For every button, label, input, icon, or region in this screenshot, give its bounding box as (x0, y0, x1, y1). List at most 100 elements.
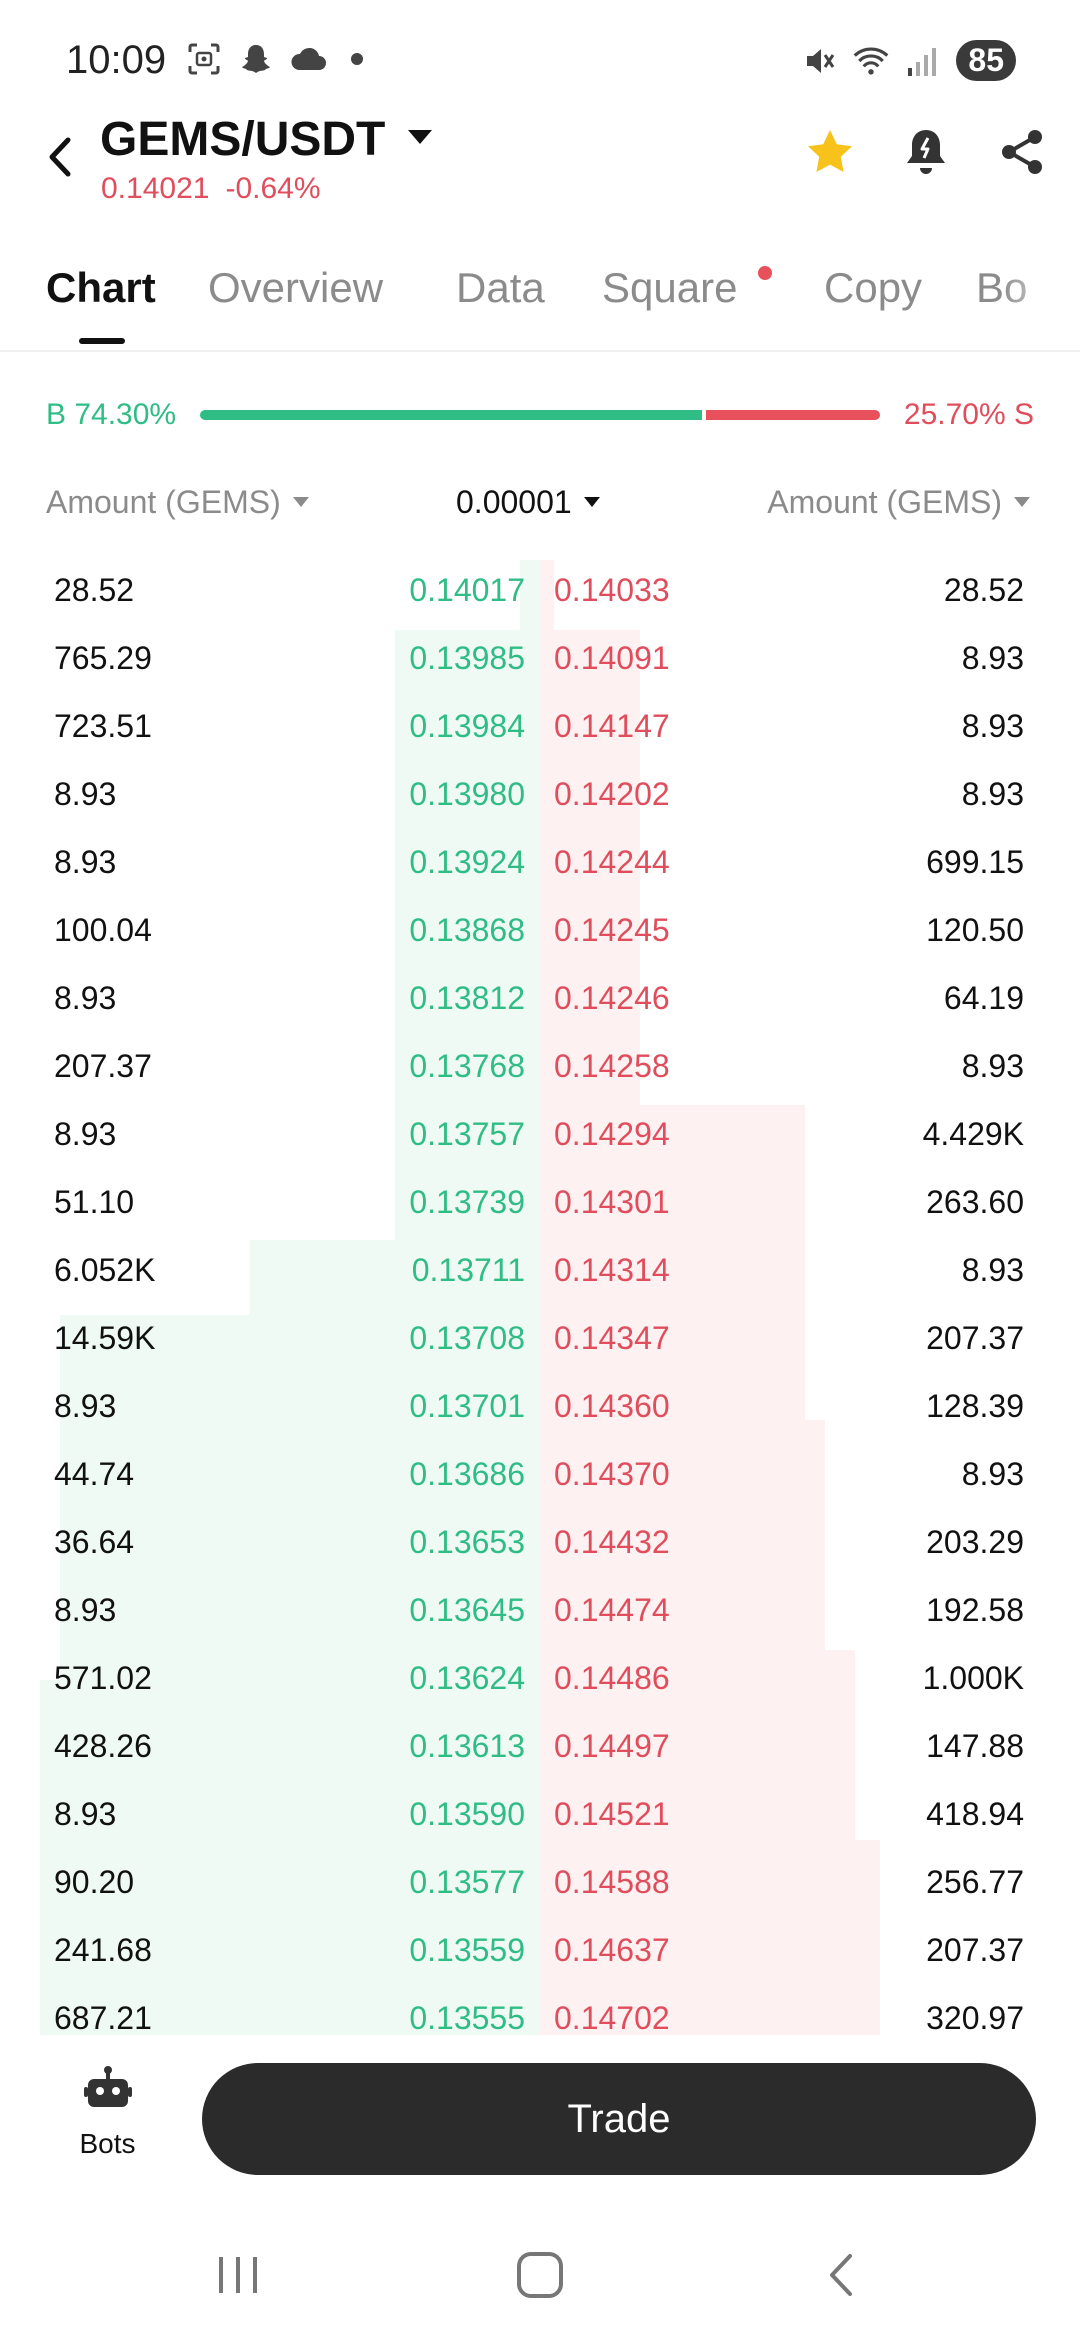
order-book-row[interactable]: 8.93 0.13980 0.14202 8.93 (0, 764, 1080, 832)
order-book-row[interactable]: 765.29 0.13985 0.14091 8.93 (0, 628, 1080, 696)
order-book-row[interactable]: 6.052K 0.13711 0.14314 8.93 (0, 1240, 1080, 1308)
order-book-row[interactable]: 8.93 0.13590 0.14521 418.94 (0, 1784, 1080, 1852)
notification-dot-icon (351, 53, 363, 65)
alert-bell-icon[interactable] (898, 124, 954, 180)
bid-price: 0.13980 (409, 776, 525, 812)
bid-quantity: 8.93 (54, 844, 117, 880)
tab-overview[interactable]: Overview (208, 264, 384, 311)
order-book-row[interactable]: 14.59K 0.13708 0.14347 207.37 (0, 1308, 1080, 1376)
bid-price: 0.13985 (409, 640, 525, 676)
bid-price: 0.13812 (409, 980, 525, 1016)
ask-price: 0.14245 (554, 912, 670, 948)
order-book-row[interactable]: 8.93 0.13757 0.14294 4.429K (0, 1104, 1080, 1172)
order-book-row[interactable]: 207.37 0.13768 0.14258 8.93 (0, 1036, 1080, 1104)
order-book-row[interactable]: 8.93 0.13701 0.14360 128.39 (0, 1376, 1080, 1444)
tab-square[interactable]: Square (602, 264, 738, 311)
star-icon[interactable] (802, 124, 858, 180)
pair-selector[interactable]: GEMS/USDT (100, 113, 386, 166)
order-book-row[interactable]: 90.20 0.13577 0.14588 256.77 (0, 1852, 1080, 1920)
bid-price: 0.13739 (409, 1184, 525, 1220)
ask-quantity: 418.94 (926, 1796, 1024, 1832)
ask-price: 0.14497 (554, 1728, 670, 1764)
price-line: 0.14021 -0.64% (101, 172, 337, 206)
ask-quantity: 120.50 (926, 912, 1024, 948)
ask-price: 0.14091 (554, 640, 670, 676)
status-icons-left (185, 40, 363, 78)
bid-price: 0.13613 (409, 1728, 525, 1764)
order-book-row[interactable]: 44.74 0.13686 0.14370 8.93 (0, 1444, 1080, 1512)
tab-copy[interactable]: Copy (824, 264, 923, 311)
order-book-row[interactable]: 8.93 0.13812 0.14246 64.19 (0, 968, 1080, 1036)
bid-quantity: 241.68 (54, 1932, 152, 1968)
ask-price: 0.14202 (554, 776, 670, 812)
bid-price: 0.13686 (409, 1456, 525, 1492)
order-book-row[interactable]: 100.04 0.13868 0.14245 120.50 (0, 900, 1080, 968)
precision-selector[interactable]: 0.00001 (456, 484, 600, 521)
bid-quantity: 8.93 (54, 1796, 117, 1832)
bid-price: 0.13711 (411, 1252, 525, 1288)
bid-price: 0.13590 (409, 1796, 525, 1832)
buy-ratio-fill (200, 410, 702, 420)
bid-depth-shade (250, 1240, 395, 2035)
bid-quantity: 765.29 (54, 640, 152, 676)
screenshot-icon (185, 40, 223, 78)
order-book-row[interactable]: 36.64 0.13653 0.14432 203.29 (0, 1512, 1080, 1580)
bid-depth-shade (60, 1315, 250, 2035)
ask-quantity: 320.97 (926, 2000, 1024, 2035)
chevron-down-icon[interactable] (408, 130, 432, 144)
back-nav-button[interactable] (802, 2240, 882, 2310)
recent-apps-button[interactable] (198, 2240, 278, 2310)
bid-quantity: 8.93 (54, 776, 117, 812)
bid-amount-selector[interactable]: Amount (GEMS) (46, 484, 309, 521)
ask-price: 0.14637 (554, 1932, 670, 1968)
tab-chart[interactable]: Chart (46, 264, 156, 311)
ask-price: 0.14246 (554, 980, 670, 1016)
bots-button[interactable]: Bots (60, 2065, 155, 2160)
back-button[interactable] (40, 132, 90, 192)
ask-price: 0.14474 (554, 1592, 670, 1628)
bid-price: 0.13701 (409, 1388, 525, 1424)
ask-quantity: 8.93 (961, 1048, 1024, 1084)
robot-icon (83, 2066, 132, 2107)
ask-quantity: 203.29 (926, 1524, 1024, 1560)
status-time: 10:09 (66, 38, 167, 82)
ask-quantity: 256.77 (926, 1864, 1024, 1900)
bid-price: 0.13645 (409, 1592, 525, 1628)
price-change: -0.64% (225, 172, 321, 205)
order-book-row[interactable]: 28.52 0.14017 0.14033 28.52 (0, 560, 1080, 628)
trade-button[interactable]: Trade (202, 2063, 1036, 2175)
chevron-down-icon (583, 496, 600, 507)
bid-price: 0.13924 (409, 844, 525, 880)
bid-price: 0.13577 (409, 1864, 525, 1900)
bid-amount-label: Amount (GEMS) (46, 484, 281, 520)
tab-data[interactable]: Data (456, 264, 545, 311)
bid-quantity: 687.21 (54, 2000, 152, 2035)
bid-quantity: 51.10 (54, 1184, 135, 1220)
order-book-row[interactable]: 8.93 0.13645 0.14474 192.58 (0, 1580, 1080, 1648)
ask-depth-shade (540, 560, 554, 630)
ask-depth-shade (640, 1105, 805, 2035)
ask-quantity: 28.52 (943, 572, 1024, 608)
system-nav-bar (0, 2210, 1080, 2340)
home-button[interactable] (500, 2240, 580, 2310)
order-book-row[interactable]: 571.02 0.13624 0.14486 1.000K (0, 1648, 1080, 1716)
ask-quantity: 207.37 (926, 1320, 1024, 1356)
snapchat-icon (237, 40, 275, 78)
order-book-header: Amount (GEMS) 0.00001 Amount (GEMS) (0, 480, 1080, 530)
order-book-row[interactable]: 51.10 0.13739 0.14301 263.60 (0, 1172, 1080, 1240)
precision-label: 0.00001 (456, 484, 572, 520)
tab-bar: Chart Overview Data Square Copy Bo (0, 250, 1080, 352)
order-book-row[interactable]: 8.93 0.13924 0.14244 699.15 (0, 832, 1080, 900)
ask-depth-shade (805, 1420, 825, 2035)
ask-price: 0.14258 (554, 1048, 670, 1084)
order-book-row[interactable]: 241.68 0.13559 0.14637 207.37 (0, 1920, 1080, 1988)
ask-amount-selector[interactable]: Amount (GEMS) (767, 484, 1030, 521)
order-book: 28.52 0.14017 0.14033 28.52 765.29 0.13985 0.1… (0, 560, 1080, 2035)
share-icon[interactable] (994, 124, 1050, 180)
status-icons-right: 85 (800, 40, 1016, 81)
order-book-row[interactable]: 687.21 0.13555 0.14702 320.97 (0, 1988, 1080, 2035)
bid-price: 0.13624 (409, 1660, 525, 1696)
order-book-row[interactable]: 723.51 0.13984 0.14147 8.93 (0, 696, 1080, 764)
order-book-row[interactable]: 428.26 0.13613 0.14497 147.88 (0, 1716, 1080, 1784)
mute-icon (800, 42, 838, 80)
